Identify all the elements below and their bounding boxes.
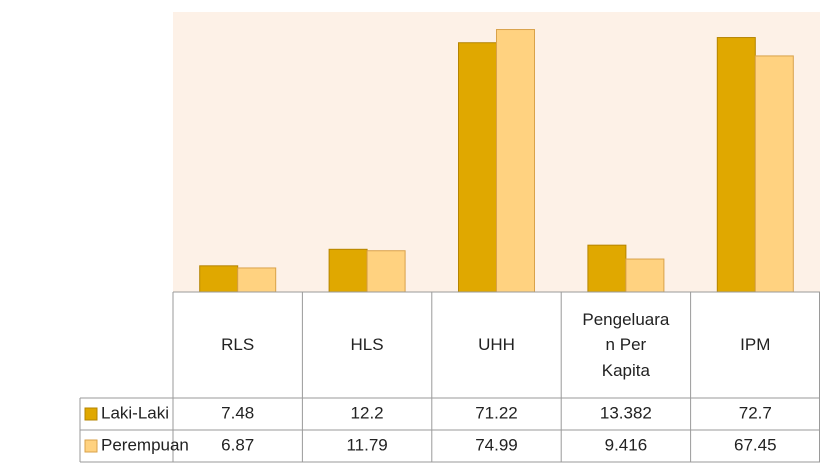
category-text: HLS	[350, 335, 384, 355]
data-value: 67.45	[734, 435, 777, 454]
category-text: UHH	[478, 335, 515, 355]
bar	[199, 265, 239, 293]
bar	[716, 37, 756, 293]
data-value: 13.382	[600, 403, 652, 422]
bar	[587, 244, 627, 293]
category-label: Pengeluaran Per Kapita	[561, 292, 690, 398]
category-text: IPM	[740, 335, 771, 355]
bar	[458, 42, 497, 293]
category-label: IPM	[691, 292, 820, 398]
legend-swatch	[84, 439, 98, 453]
data-value: 74.99	[475, 435, 518, 454]
bar	[754, 55, 794, 293]
data-value: 71.22	[475, 403, 518, 422]
data-value: 12.2	[351, 403, 384, 422]
data-value: 9.416	[605, 435, 648, 454]
category-text: Pengeluaran Per Kapita	[582, 309, 670, 380]
category-label: UHH	[432, 292, 561, 398]
legend-label: Perempuan	[101, 435, 189, 454]
data-value: 7.48	[221, 403, 254, 422]
data-value: 6.87	[221, 435, 254, 454]
category-label: HLS	[302, 292, 431, 398]
legend-swatch	[84, 407, 98, 421]
data-value: 11.79	[346, 435, 387, 454]
bar	[328, 248, 368, 293]
legend-label: Laki-Laki	[101, 403, 169, 422]
category-text: RLS	[221, 335, 255, 355]
bar	[366, 250, 406, 293]
bar	[496, 29, 535, 293]
bar	[237, 267, 277, 293]
bar	[625, 258, 665, 293]
category-label: RLS	[173, 292, 302, 398]
data-value: 72.7	[739, 403, 772, 422]
